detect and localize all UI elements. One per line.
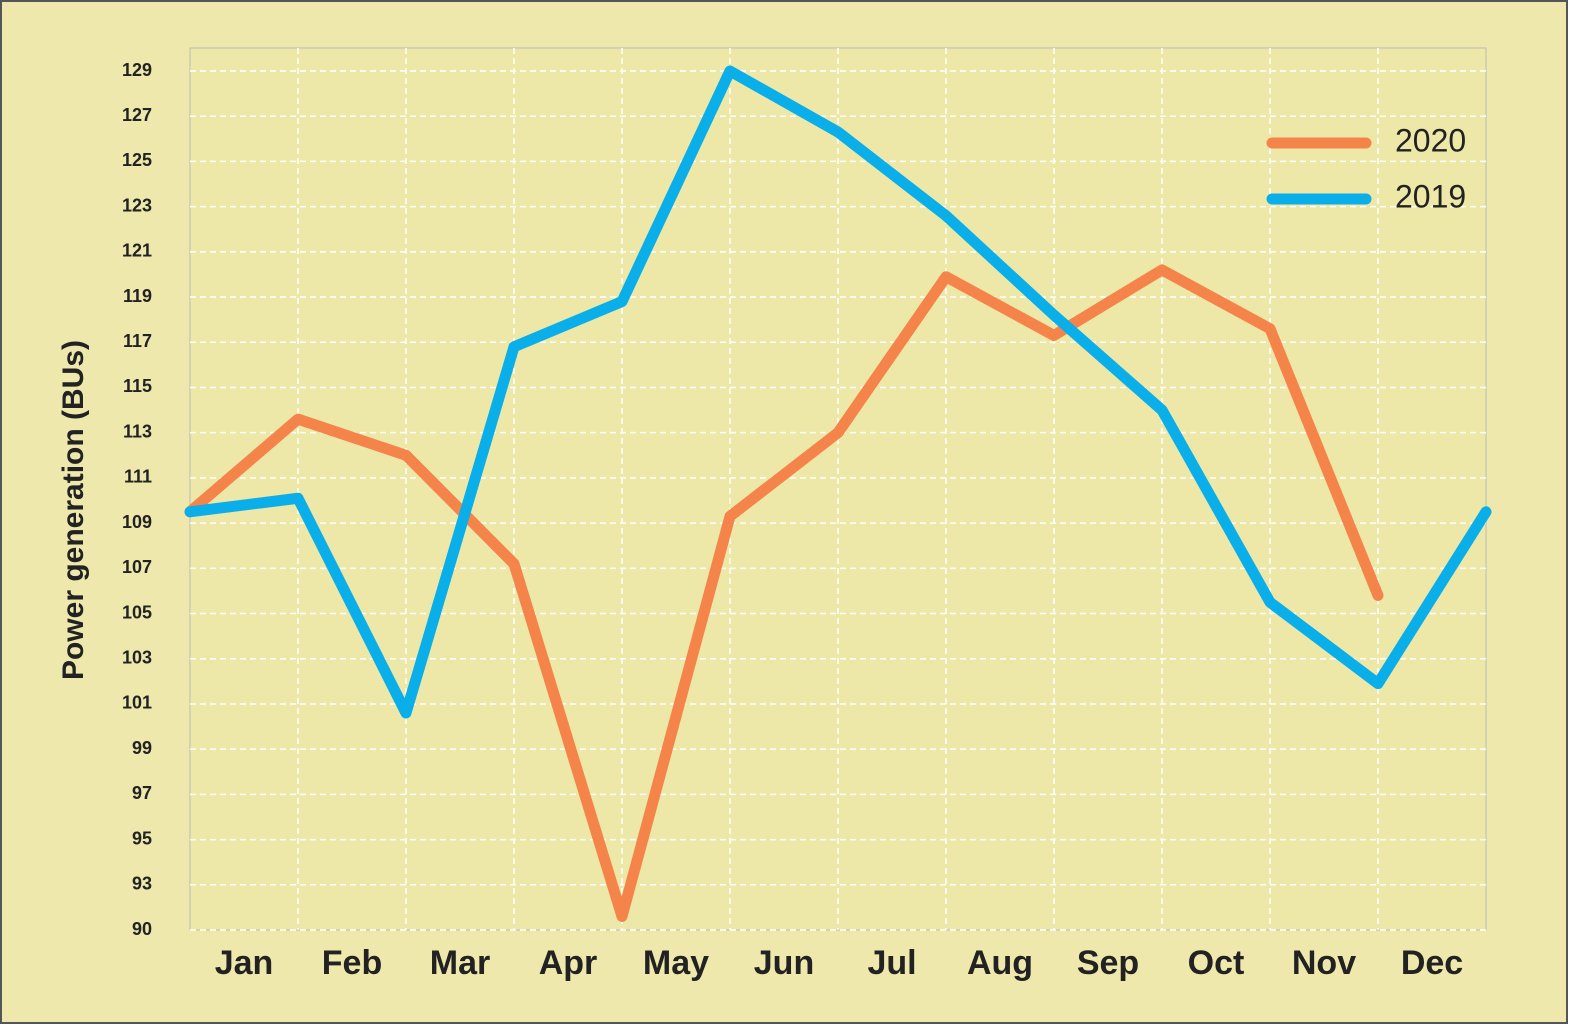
x-tick-label: Feb — [322, 944, 382, 982]
y-tick-label: 125 — [122, 150, 152, 170]
y-tick-label: 95 — [132, 828, 152, 848]
y-tick-label: 121 — [122, 241, 152, 261]
y-tick-label: 90 — [132, 919, 152, 939]
x-tick-label: Jan — [215, 944, 274, 982]
x-tick-label: May — [643, 944, 709, 982]
y-tick-label: 107 — [122, 557, 152, 577]
x-tick-label: Apr — [539, 944, 598, 982]
x-tick-label: Jul — [867, 944, 916, 982]
y-tick-label: 129 — [122, 60, 152, 80]
y-tick-label: 109 — [122, 512, 152, 532]
legend-label: 2020 — [1395, 122, 1466, 158]
x-tick-label: Dec — [1401, 944, 1463, 982]
x-tick-label: Oct — [1188, 944, 1245, 982]
x-tick-label: Mar — [430, 944, 490, 982]
line-series — [184, 65, 1492, 719]
x-tick-label: Jun — [754, 944, 814, 982]
y-tick-label: 97 — [132, 783, 152, 803]
y-axis-title: Power generation (BUs) — [57, 340, 90, 680]
line-series — [184, 264, 1384, 922]
legend-label: 2019 — [1395, 178, 1466, 214]
y-tick-label: 105 — [122, 602, 152, 622]
y-tick-label: 93 — [132, 874, 152, 894]
y-tick-label: 123 — [122, 195, 152, 215]
y-tick-label: 103 — [122, 647, 152, 667]
x-tick-label: Nov — [1292, 944, 1356, 982]
y-tick-label: 115 — [123, 376, 152, 396]
y-tick-label: 111 — [124, 467, 152, 487]
y-tick-label: 99 — [132, 738, 152, 758]
x-tick-label: Aug — [967, 944, 1033, 982]
y-tick-label: 101 — [122, 693, 152, 713]
y-tick-label: 117 — [123, 331, 152, 351]
x-tick-label: Sep — [1077, 944, 1139, 982]
y-tick-label: 127 — [122, 105, 152, 125]
y-tick-label: 119 — [123, 286, 152, 306]
y-tick-label: 113 — [123, 421, 152, 441]
